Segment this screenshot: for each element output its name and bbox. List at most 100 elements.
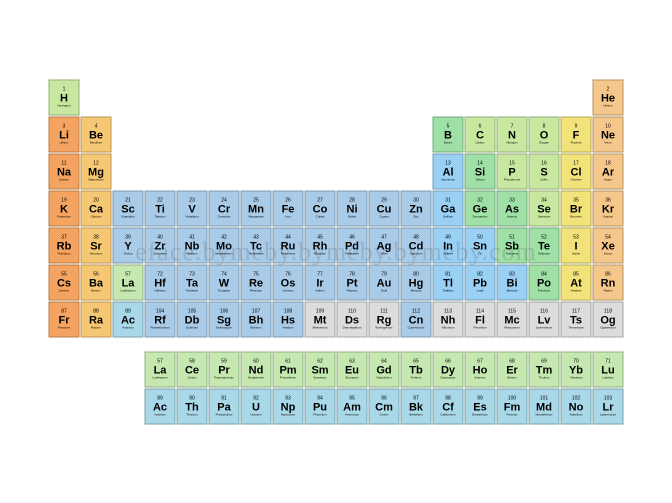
element-Lv: 116LvLivermorium (529, 301, 560, 337)
element-name: Cerium (187, 376, 197, 379)
element-name: Francium (58, 326, 71, 329)
element-name: Praseodymium (214, 376, 234, 379)
element-name: Calcium (91, 215, 102, 218)
element-symbol: Nb (185, 240, 200, 252)
element-name: Oxygen (539, 141, 549, 144)
element-symbol: Rh (313, 240, 328, 252)
element-name: Antimony (506, 252, 519, 255)
element-Ga: 31GaGallium (433, 190, 464, 226)
element-name: Thorium (186, 413, 197, 416)
element-name: Sulfur (540, 178, 548, 181)
element-name: Roentgenium (375, 326, 393, 329)
element-symbol: Ni (347, 203, 358, 215)
element-symbol: Te (538, 240, 550, 252)
element-symbol: Br (570, 203, 582, 215)
element-name: Beryllium (90, 141, 102, 144)
element-name: Neon (604, 141, 611, 144)
element-name: Chromium (217, 215, 231, 218)
element-Sn: 50SnTin (465, 227, 496, 263)
element-symbol: Cd (409, 240, 424, 252)
element-Cs: 55CsCaesium (49, 264, 80, 300)
element-symbol: B (444, 129, 452, 141)
element-Ca: 20CaCalcium (81, 190, 112, 226)
element-symbol: Os (281, 277, 296, 289)
element-name: Iridium (315, 289, 324, 292)
element-name: Manganese (248, 215, 264, 218)
element-Tc: 43TcTechnetium (241, 227, 272, 263)
element-name: Osmium (282, 289, 293, 292)
element-name: Dysprosium (440, 376, 456, 379)
element-Lr: 103LrLawrencium (593, 388, 624, 424)
element-Md: 101MdMendelevium (529, 388, 560, 424)
element-Br: 35BrBromine (561, 190, 592, 226)
element-Xe: 54XeXenon (593, 227, 624, 263)
element-symbol: Rf (154, 314, 166, 326)
element-Sc: 21ScScandium (113, 190, 144, 226)
element-Rg: 111RgRoentgenium (369, 301, 400, 337)
element-symbol: Pt (347, 277, 358, 289)
element-Am: 95AmAmericium (337, 388, 368, 424)
element-name: Hafnium (154, 289, 165, 292)
element-symbol: C (476, 129, 484, 141)
element-name: Polonium (538, 289, 551, 292)
element-name: Titanium (154, 215, 165, 218)
element-symbol: Tl (443, 277, 453, 289)
element-symbol: Og (600, 314, 615, 326)
element-name: Uranium (250, 413, 261, 416)
element-Po: 84PoPolonium (529, 264, 560, 300)
element-name: Moscovium (504, 326, 519, 329)
element-name: Fluorine (571, 141, 582, 144)
element-Th: 90ThThorium (177, 388, 208, 424)
element-symbol: Sc (121, 203, 134, 215)
element-Ac: 89AcActinium (113, 301, 144, 337)
element-name: Oganesson (600, 326, 615, 329)
element-C: 6CCarbon (465, 116, 496, 152)
element-Re: 75ReRhenium (241, 264, 272, 300)
element-name: Ruthenium (281, 252, 296, 255)
element-name: Niobium (186, 252, 197, 255)
element-name: Iodine (572, 252, 580, 255)
element-name: Holmium (474, 376, 486, 379)
element-Lu: 71LuLutetium (593, 351, 624, 387)
element-name: Krypton (603, 215, 613, 218)
element-name: Cobalt (316, 215, 325, 218)
element-Db: 105DbDubnium (177, 301, 208, 337)
element-symbol: Lu (601, 364, 614, 376)
element-At: 85AtAstatine (561, 264, 592, 300)
element-Hs: 108HsHassium (273, 301, 304, 337)
element-name: Nobelium (570, 413, 583, 416)
element-name: Tennessine (568, 326, 583, 329)
element-name: Mercury (411, 289, 422, 292)
element-name: Thallium (442, 289, 453, 292)
element-symbol: Sr (90, 240, 102, 252)
element-symbol: K (60, 203, 68, 215)
element-symbol: U (252, 401, 260, 413)
element-name: Ytterbium (570, 376, 583, 379)
element-name: Actinium (122, 326, 134, 329)
element-symbol: Hs (281, 314, 295, 326)
element-symbol: Ce (185, 364, 199, 376)
element-name: Fermium (506, 413, 518, 416)
element-Ag: 47AgSilver (369, 227, 400, 263)
element-name: Radon (604, 289, 613, 292)
element-Np: 93NpNeptunium (273, 388, 304, 424)
element-symbol: Ra (89, 314, 103, 326)
element-symbol: Mc (504, 314, 519, 326)
element-name: Tungsten (218, 289, 230, 292)
element-V: 23VVanadium (177, 190, 208, 226)
element-Cu: 29CuCopper (369, 190, 400, 226)
element-symbol: Xe (601, 240, 614, 252)
element-Mt: 109MtMeitnerium (305, 301, 336, 337)
element-name: Tin (478, 252, 482, 255)
element-symbol: Ac (153, 401, 167, 413)
element-symbol: Sn (473, 240, 487, 252)
element-name: Promethium (280, 376, 296, 379)
element-Es: 99EsEinsteinium (465, 388, 496, 424)
element-name: Hydrogen (57, 104, 70, 107)
element-name: Nihonium (442, 326, 455, 329)
element-Pr: 59PrPraseodymium (209, 351, 240, 387)
element-Kr: 36KrKrypton (593, 190, 624, 226)
element-name: Erbium (507, 376, 517, 379)
element-Rb: 37RbRubidium (49, 227, 80, 263)
element-symbol: Db (185, 314, 200, 326)
